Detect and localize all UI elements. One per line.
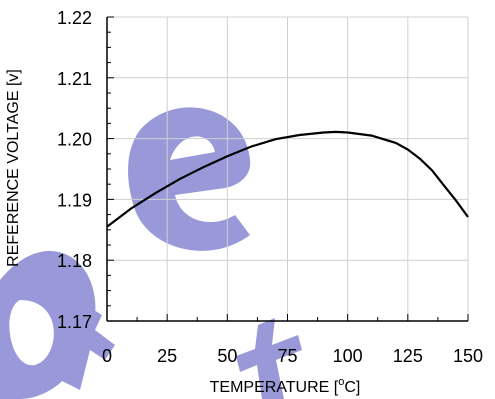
x-tick-label: 25 xyxy=(157,346,177,366)
y-axis-title: REFERENCE VOLTAGE [v] xyxy=(5,69,22,267)
gridlines xyxy=(107,16,469,321)
watermark-obsolete xyxy=(0,107,302,399)
x-tick-label: 150 xyxy=(453,346,483,366)
y-tick-labels: 1.17 1.18 1.19 1.20 1.21 1.22 xyxy=(57,8,92,332)
y-tick-label: 1.19 xyxy=(57,190,92,210)
y-tick-label: 1.22 xyxy=(57,8,92,28)
x-axis-title: TEMPERATURE [oC] xyxy=(210,376,361,396)
x-tick-label: 125 xyxy=(393,346,423,366)
axis-ticks xyxy=(106,16,469,322)
y-tick-label: 1.17 xyxy=(57,312,92,332)
x-tick-label: 50 xyxy=(217,346,237,366)
x-tick-label: 100 xyxy=(333,346,363,366)
x-tick-labels: 0 25 50 75 100 125 150 xyxy=(102,346,483,366)
series-line xyxy=(106,130,469,228)
x-tick-label: 75 xyxy=(277,346,297,366)
y-tick-label: 1.21 xyxy=(57,69,92,89)
y-tick-label: 1.20 xyxy=(57,130,92,150)
y-tick-label: 1.18 xyxy=(57,251,92,271)
x-tick-label: 0 xyxy=(102,346,112,366)
